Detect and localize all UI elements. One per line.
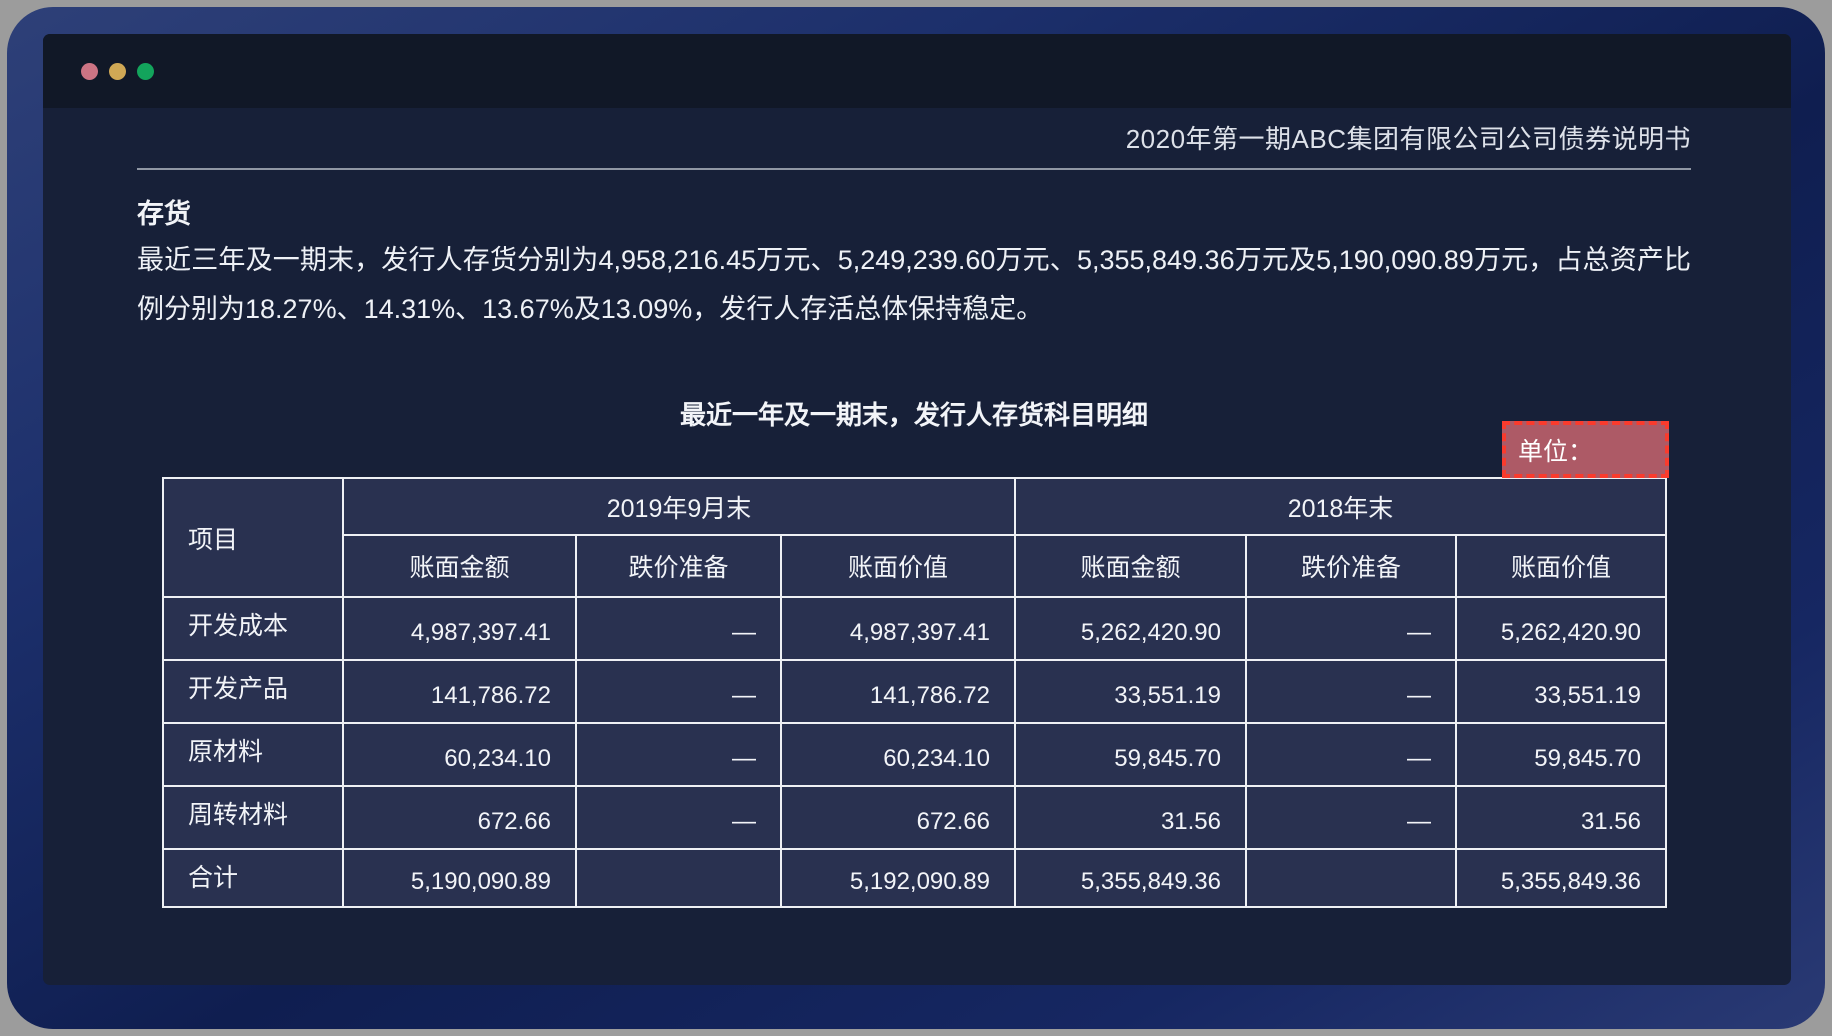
header-cell-period-2018: 2018年末	[1014, 477, 1667, 536]
cell-value	[1245, 848, 1457, 908]
cell-value: 5,190,090.89	[342, 848, 577, 908]
header-cell-impairment-2019: 跌价准备	[575, 534, 782, 598]
document-header-title: 2020年第一期ABC集团有限公司公司债券说明书	[1125, 124, 1691, 154]
header-divider	[137, 168, 1691, 170]
cell-value: 5,355,849.36	[1014, 848, 1247, 908]
header-cell-book-amount-2019: 账面金额	[342, 534, 577, 598]
cell-value: 31.56	[1455, 785, 1667, 850]
table-row: 周转材料 672.66 — 672.66 31.56 — 31.56	[162, 785, 1667, 850]
table-sub-header-row: 账面金额 跌价准备 账面价值 账面金额 跌价准备 账面价值	[163, 534, 1667, 598]
header-cell-impairment-2018: 跌价准备	[1245, 534, 1457, 598]
table-period-header-row: 项目 2019年9月末 2018年末	[162, 477, 1667, 598]
table-title: 最近一年及一期末，发行人存货科目明细	[679, 400, 1148, 430]
window-frame: 2020年第一期ABC集团有限公司公司债券说明书 存货 最近三年及一期末，发行人…	[7, 7, 1825, 1029]
table-section: 最近一年及一期末，发行人存货科目明细 单位： 项目 2019年9月末 2018年…	[137, 398, 1691, 908]
minimize-window-button[interactable]	[109, 62, 126, 80]
header-cell-book-value-2019: 账面价值	[780, 534, 1016, 598]
cell-value: 33,551.19	[1455, 659, 1667, 724]
cell-value: 59,845.70	[1455, 722, 1667, 787]
cell-value: —	[575, 596, 782, 661]
header-cell-book-value-2018: 账面价值	[1455, 534, 1667, 598]
cell-value: 4,987,397.41	[780, 596, 1016, 661]
unit-label: 单位：	[1518, 437, 1594, 466]
body-paragraph: 最近三年及一期末，发行人存货分别为4,958,216.45万元、5,249,23…	[137, 245, 1691, 324]
cell-value: —	[575, 722, 782, 787]
cell-value: 5,262,420.90	[1014, 596, 1247, 661]
cell-value: 5,262,420.90	[1455, 596, 1667, 661]
cell-value: —	[1245, 596, 1457, 661]
window-titlebar	[43, 34, 1791, 108]
header-cell-period-2019: 2019年9月末	[342, 477, 1016, 536]
cell-value: 31.56	[1014, 785, 1247, 850]
document-window: 2020年第一期ABC集团有限公司公司债券说明书 存货 最近三年及一期末，发行人…	[43, 34, 1791, 985]
table-row-total: 合计 5,190,090.89 5,192,090.89 5,355,849.3…	[162, 848, 1667, 908]
header-cell-book-amount-2018: 账面金额	[1014, 534, 1247, 598]
row-label: 原材料	[162, 722, 344, 787]
cell-value: 5,192,090.89	[780, 848, 1016, 908]
cell-value: 60,234.10	[342, 722, 577, 787]
row-label: 开发产品	[162, 659, 344, 724]
cell-value: 141,786.72	[342, 659, 577, 724]
cell-value: —	[575, 785, 782, 850]
table-row: 开发产品 141,786.72 — 141,786.72 33,551.19 —…	[162, 659, 1667, 724]
table-row: 原材料 60,234.10 — 60,234.10 59,845.70 — 59…	[162, 722, 1667, 787]
table-row: 开发成本 4,987,397.41 — 4,987,397.41 5,262,4…	[162, 596, 1667, 661]
cell-value: 672.66	[780, 785, 1016, 850]
row-label: 开发成本	[162, 596, 344, 661]
cell-value: 60,234.10	[780, 722, 1016, 787]
inventory-table: 项目 2019年9月末 2018年末 账面金额 跌价准备 账面价值 账面金额 跌…	[162, 477, 1667, 908]
close-window-button[interactable]	[81, 62, 98, 80]
cell-value: 4,987,397.41	[342, 596, 577, 661]
row-label: 合计	[162, 848, 344, 908]
section-heading: 存货	[137, 199, 191, 229]
cell-value: —	[1245, 722, 1457, 787]
unit-highlight-box[interactable]: 单位：	[1502, 421, 1669, 478]
header-cell-item: 项目	[162, 477, 344, 598]
cell-value: 672.66	[342, 785, 577, 850]
zoom-window-button[interactable]	[137, 62, 154, 80]
document-page: 2020年第一期ABC集团有限公司公司债券说明书 存货 最近三年及一期末，发行人…	[43, 108, 1791, 908]
cell-value: —	[575, 659, 782, 724]
cell-value: —	[1245, 659, 1457, 724]
cell-value: 59,845.70	[1014, 722, 1247, 787]
cell-value	[575, 848, 782, 908]
row-label: 周转材料	[162, 785, 344, 850]
cell-value: —	[1245, 785, 1457, 850]
cell-value: 5,355,849.36	[1455, 848, 1667, 908]
cell-value: 141,786.72	[780, 659, 1016, 724]
cell-value: 33,551.19	[1014, 659, 1247, 724]
